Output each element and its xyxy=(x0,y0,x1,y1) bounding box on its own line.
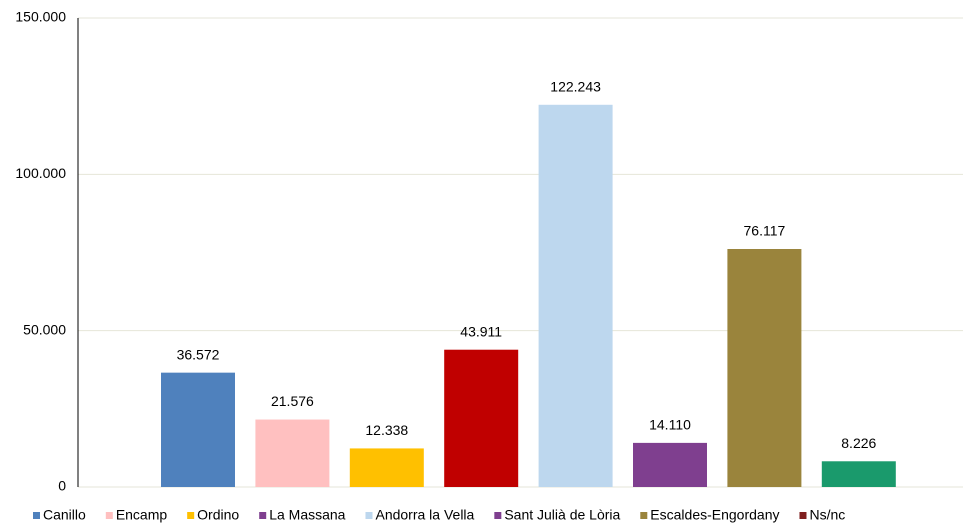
legend-marker xyxy=(105,512,113,519)
data-label: 12.338 xyxy=(365,422,408,438)
data-label: 43.911 xyxy=(460,323,502,339)
legend-label: Encamp xyxy=(116,507,168,523)
legend-marker xyxy=(365,512,373,519)
y-tick-label: 150.000 xyxy=(15,9,66,25)
legend-label: Ordino xyxy=(197,507,239,523)
bar xyxy=(821,461,896,487)
legend-marker xyxy=(799,512,807,519)
bar xyxy=(633,442,707,487)
data-label: 122.243 xyxy=(550,78,601,94)
y-tick-label: 50.000 xyxy=(23,321,66,337)
legend-label: Canillo xyxy=(43,507,86,523)
bar xyxy=(538,104,613,487)
legend-label: Sant Julià de Lòria xyxy=(504,507,620,523)
legend-label: Escaldes-Engordany xyxy=(650,507,779,523)
legend-marker xyxy=(33,512,40,519)
legend-label: Ns/nc xyxy=(809,507,845,523)
legend-label: Andorra la Vella xyxy=(375,507,474,523)
data-label: 21.576 xyxy=(271,393,314,409)
y-tick-label: 0 xyxy=(58,478,66,494)
bar xyxy=(255,419,330,487)
bar xyxy=(161,372,235,487)
data-label: 76.117 xyxy=(744,223,786,239)
bar xyxy=(444,349,519,487)
y-tick-label: 100.000 xyxy=(15,165,66,181)
legend-marker xyxy=(640,512,648,519)
legend-label: La Massana xyxy=(269,507,345,523)
legend-marker xyxy=(187,512,195,519)
data-label: 36.572 xyxy=(177,346,220,362)
data-label: 8.226 xyxy=(841,435,876,451)
data-label: 14.110 xyxy=(649,417,691,433)
legend-marker xyxy=(494,512,502,519)
bar xyxy=(727,249,802,487)
bar xyxy=(349,448,424,487)
legend-marker xyxy=(259,512,267,519)
